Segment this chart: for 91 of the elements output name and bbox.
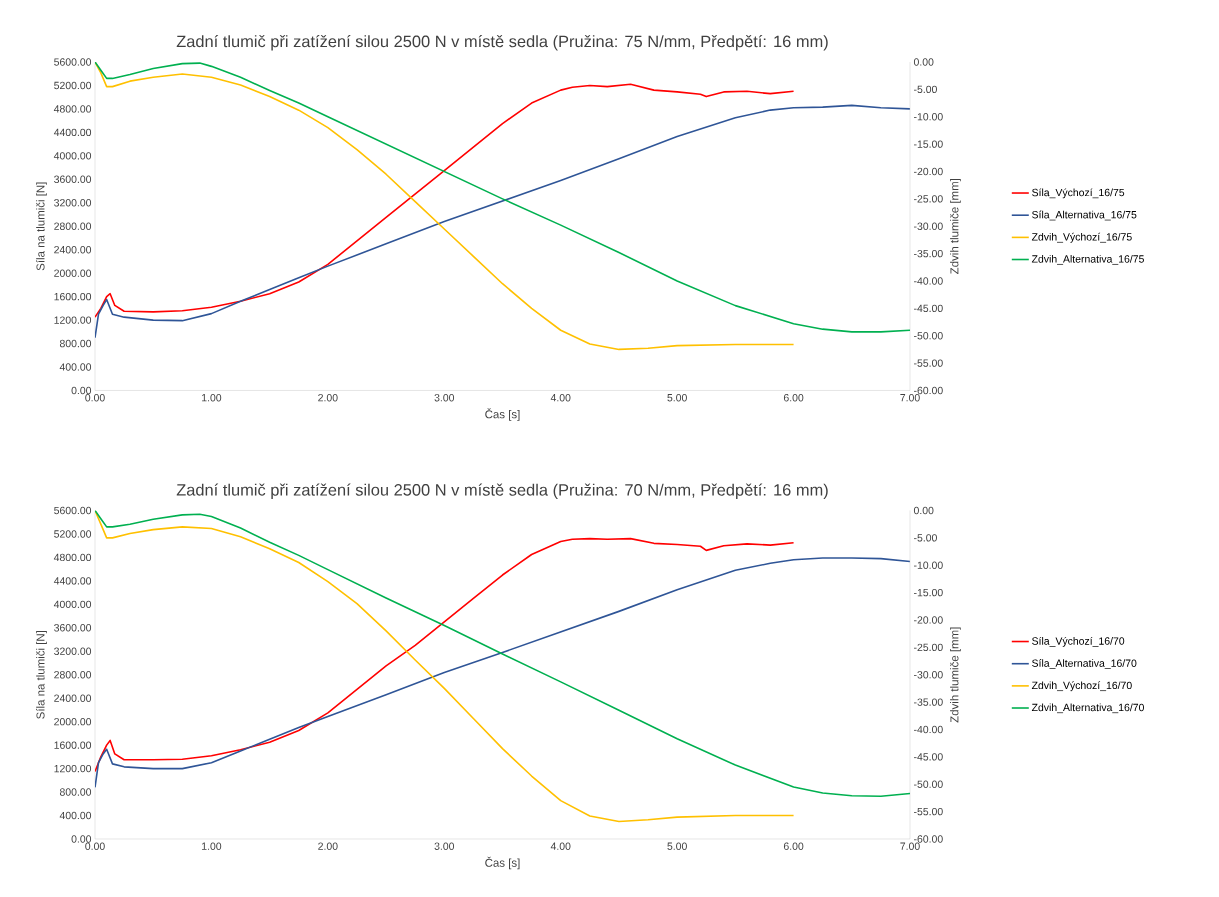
y2-tick-label: -30.00 xyxy=(913,222,943,230)
y-tick-label: 0.00 xyxy=(71,835,92,843)
y-tick-label: 1600.00 xyxy=(54,741,92,749)
y-tick-label: 1600.00 xyxy=(54,292,92,301)
y2-tick-label: 0.00 xyxy=(913,506,934,515)
y2-tick-label: -45.00 xyxy=(913,304,943,313)
chart-title: Zadní tlumič při zatížení silou 2500 N v místě sedla (Pružina: 75 N/mm, Předpětí: 16 mm) xyxy=(176,34,828,51)
x-tick-label: 2.00 xyxy=(318,842,338,850)
y2-tick-label: -30.00 xyxy=(913,671,943,679)
y2-tick-label: -15.00 xyxy=(913,588,943,597)
y2-tick-label: -40.00 xyxy=(913,277,943,285)
y2-tick-label: -35.00 xyxy=(913,698,943,706)
y-tick-label: 2000.00 xyxy=(54,269,92,277)
y-tick-label: 400.00 xyxy=(59,363,92,371)
legend-label: Zdvih_Výchozí_16/70 xyxy=(1031,681,1132,692)
y-tick-label: 0.00 xyxy=(71,386,92,395)
x-tick-label: 1.00 xyxy=(202,842,222,850)
y-tick-label: 4000.00 xyxy=(53,600,92,609)
x-tick-label: 0.00 xyxy=(85,394,105,402)
y2-tick-label: -60.00 xyxy=(913,835,943,843)
legend-label: Zdvih_Alternativa_16/75 xyxy=(1031,254,1144,265)
x-tick-label: 1.00 xyxy=(202,394,222,402)
y-tick-label: 4800.00 xyxy=(53,105,92,113)
y2-tick-label: -55.00 xyxy=(913,359,943,367)
y-tick-label: 3600.00 xyxy=(54,624,92,632)
line-series xyxy=(95,537,795,773)
y-axis-title: Síla na tlumiči [N] xyxy=(36,182,47,271)
x-tick-label: 6.00 xyxy=(783,842,804,850)
y-tick-label: 2800.00 xyxy=(54,671,92,679)
y2-tick-label: -35.00 xyxy=(913,249,943,258)
y2-tick-label: -25.00 xyxy=(913,643,943,652)
y-tick-label: 3200.00 xyxy=(54,647,92,655)
y2-axis-title: Zdvih tlumiče [mm] xyxy=(950,627,961,723)
y2-tick-label: -60.00 xyxy=(913,386,943,395)
y2-tick-label: -5.00 xyxy=(913,85,937,94)
y2-tick-label: -45.00 xyxy=(913,753,943,761)
y2-tick-label: -50.00 xyxy=(913,332,943,340)
y-tick-label: 1200.00 xyxy=(54,764,92,773)
y2-tick-label: -25.00 xyxy=(913,195,943,203)
x-tick-label: 7.00 xyxy=(900,842,920,850)
y-tick-label: 800.00 xyxy=(59,339,92,348)
y2-tick-label: -5.00 xyxy=(913,534,937,542)
x-tick-label: 3.00 xyxy=(434,842,455,850)
x-tick-label: 5.00 xyxy=(667,394,687,402)
y-tick-label: 1200.00 xyxy=(54,316,92,324)
y-tick-label: 4000.00 xyxy=(53,152,92,160)
y2-tick-label: -10.00 xyxy=(913,561,943,569)
y2-tick-label: -15.00 xyxy=(913,140,943,148)
y-tick-label: 5200.00 xyxy=(54,530,92,538)
legend-label: Zdvih_Alternativa_16/70 xyxy=(1031,703,1144,714)
y-tick-label: 800.00 xyxy=(59,788,92,796)
line-series xyxy=(95,510,911,798)
y2-tick-label: -50.00 xyxy=(913,780,943,788)
y2-tick-label: -55.00 xyxy=(913,807,943,816)
legend-label: Síla_Výchozí_16/75 xyxy=(1032,188,1125,199)
x-axis-title: Čas [s] xyxy=(485,856,520,870)
x-tick-label: 0.00 xyxy=(85,842,105,850)
x-tick-label: 5.00 xyxy=(667,842,687,850)
line-series xyxy=(95,61,795,351)
x-axis-title: Čas [s] xyxy=(485,408,520,421)
chart-title: Zadní tlumič při zatížení silou 2500 N v místě sedla (Pružina: 70 N/mm, Předpětí: 16 mm) xyxy=(176,483,828,499)
x-tick-label: 3.00 xyxy=(434,394,455,402)
x-tick-label: 2.00 xyxy=(318,394,338,402)
legend-label: Zdvih_Výchozí_16/75 xyxy=(1031,232,1132,243)
y-axis-title: Síla na tlumiči [N] xyxy=(36,631,47,719)
y-tick-label: 3600.00 xyxy=(54,175,92,184)
y-tick-label: 5600.00 xyxy=(54,58,92,66)
y-tick-label: 2000.00 xyxy=(54,717,92,726)
x-tick-label: 4.00 xyxy=(550,842,571,850)
y-tick-label: 4400.00 xyxy=(53,128,92,137)
y2-tick-label: 0.00 xyxy=(913,58,934,66)
y-tick-label: 2800.00 xyxy=(54,222,92,230)
y-tick-label: 4800.00 xyxy=(53,553,92,562)
legend-label: Síla_Alternativa_16/70 xyxy=(1032,659,1137,669)
y-tick-label: 3200.00 xyxy=(54,199,92,207)
y-tick-label: 5600.00 xyxy=(54,506,92,515)
y2-tick-label: -20.00 xyxy=(913,167,943,176)
x-tick-label: 6.00 xyxy=(783,394,804,402)
y2-tick-label: -40.00 xyxy=(913,725,943,734)
x-tick-label: 7.00 xyxy=(900,394,920,402)
y-tick-label: 4400.00 xyxy=(53,577,92,585)
y2-tick-label: -20.00 xyxy=(913,616,943,624)
legend-label: Síla_Výchozí_16/70 xyxy=(1032,636,1125,647)
legend-label: Síla_Alternativa_16/75 xyxy=(1032,210,1137,221)
y2-tick-label: -10.00 xyxy=(913,113,943,121)
y-tick-label: 2400.00 xyxy=(54,694,92,702)
y2-axis-title: Zdvih tlumiče [mm] xyxy=(950,179,961,274)
y-tick-label: 2400.00 xyxy=(54,246,92,254)
x-tick-label: 4.00 xyxy=(550,394,571,402)
y-tick-label: 400.00 xyxy=(59,811,92,820)
y-tick-label: 5200.00 xyxy=(54,81,92,90)
